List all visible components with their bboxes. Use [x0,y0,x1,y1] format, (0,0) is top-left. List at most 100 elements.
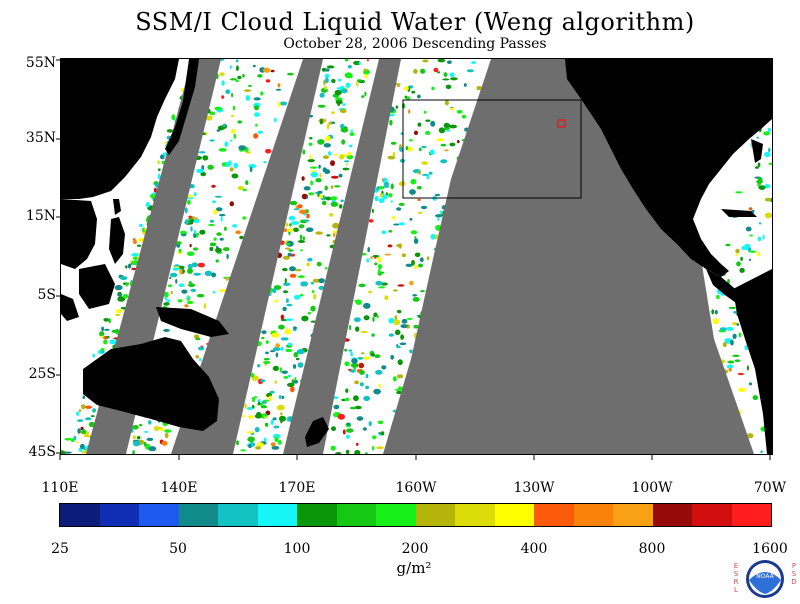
cloud-speck [221,95,225,99]
cloud-speck [364,91,367,97]
cloud-speck [316,261,322,267]
cloud-speck [366,59,369,62]
cloud-speck [712,318,720,325]
cloud-speck [277,83,281,88]
cloud-speck [208,223,215,227]
cloud-speck [409,217,413,221]
cloud-speck [344,361,350,367]
cloud-speck [233,133,237,139]
cloud-speck [131,253,139,257]
cloud-speck [722,342,727,348]
cloud-speck [355,299,362,305]
cloud-speck [187,268,193,274]
cloud-speck [157,173,161,180]
cloud-speck [359,370,365,375]
cloud-speck [408,109,411,114]
cloud-speck [297,275,305,278]
cloud-speck [77,419,84,422]
cloud-speck [396,207,402,211]
land-philippines [109,217,125,264]
cloud-speck [335,452,342,454]
cloud-speck [237,120,242,124]
cloud-speck [286,240,294,247]
cloud-speck [111,329,119,333]
cloud-speck [186,197,194,200]
cloud-speck [307,311,312,315]
cloud-speck [229,201,234,207]
cloud-speck [745,226,752,232]
cloud-speck [167,284,173,288]
cloud-speck [248,84,252,87]
cloud-speck [368,290,373,294]
cloud-speck [263,67,271,73]
cloud-speck [299,293,304,297]
cloud-speck [211,272,217,278]
colorbar-label: 400 [520,541,548,557]
cloud-speck [457,140,460,144]
cloud-speck [376,446,384,450]
cloud-speck [389,119,393,126]
cloud-speck [275,88,282,91]
cloud-speck [396,390,403,395]
cloud-speck [283,282,291,286]
cloud-speck [398,181,406,187]
cloud-speck [195,232,200,236]
cloud-speck [719,327,727,331]
cloud-speck [117,293,122,297]
lon-label: 100W [631,480,673,496]
cloud-speck [260,91,264,96]
cloud-speck [351,358,358,364]
cloud-speck [184,304,189,308]
cloud-speck [193,272,201,276]
cloud-speck [213,209,218,215]
cloud-speck [328,121,333,125]
cloud-speck [344,59,349,62]
cloud-speck [213,237,217,241]
cloud-speck [142,227,146,232]
cloud-speck [154,425,159,432]
cloud-speck [275,352,279,358]
cloud-speck [125,283,128,287]
cloud-speck [279,367,283,373]
cloud-speck [274,436,279,443]
cloud-speck [251,396,256,403]
cloud-speck [732,333,737,339]
cloud-speck [409,280,414,286]
cloud-speck [265,410,271,416]
cloud-speck [302,149,306,155]
cloud-speck [279,415,286,422]
lat-label: 55N [25,55,56,71]
cloud-speck [209,242,217,247]
cloud-speck [308,142,313,146]
cloud-speck [214,195,223,198]
cloud-speck [221,80,225,86]
cloud-speck [440,143,447,147]
cloud-speck [296,349,305,355]
cloud-speck [225,89,231,94]
cloud-speck [273,285,282,290]
cloud-speck [292,364,297,369]
cloud-speck [443,72,448,77]
cloud-speck [763,131,770,136]
cloud-speck [199,229,206,235]
cloud-speck [329,213,334,217]
cloud-speck [225,277,229,281]
cloud-speck [103,339,108,345]
cloud-speck [293,379,299,384]
cloud-speck [363,356,371,360]
cloud-speck [237,186,244,190]
cloud-speck [337,101,340,106]
cloud-speck [362,427,367,431]
cloud-speck [365,373,369,379]
cloud-speck [330,185,334,189]
cloud-speck [421,145,427,149]
cloud-speck [716,294,720,300]
cloud-speck [746,365,749,371]
cloud-speck [420,205,428,210]
cloud-speck [146,437,154,441]
cloud-speck [193,247,199,251]
cloud-speck [164,141,167,145]
cloud-speck [412,294,418,297]
cloud-speck [300,281,309,287]
cloud-speck [440,210,443,215]
